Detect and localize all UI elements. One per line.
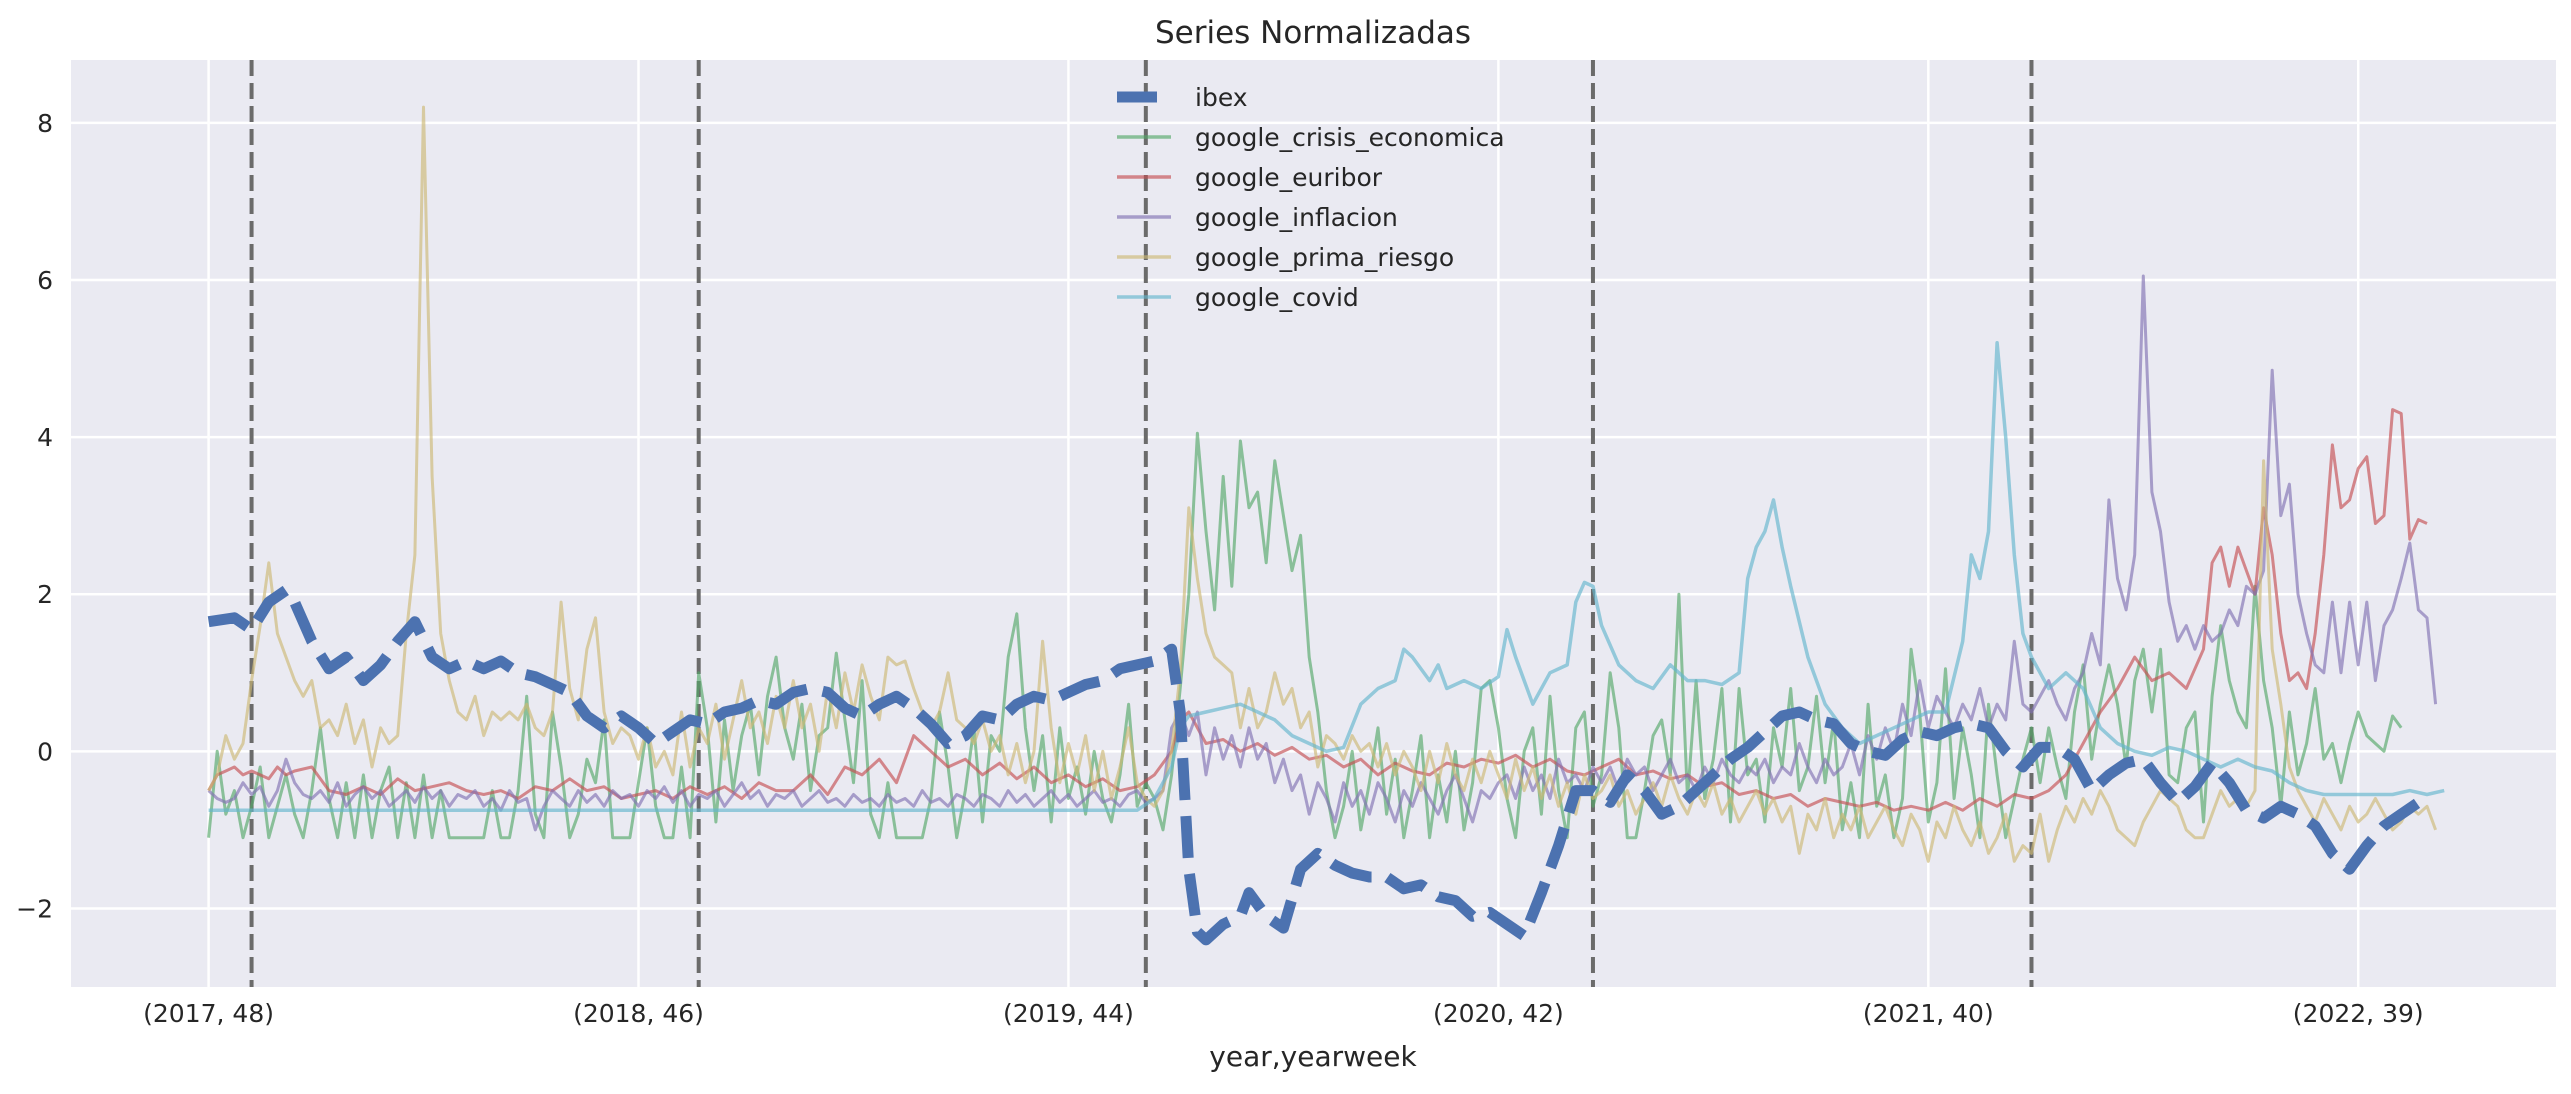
series-line-ibex xyxy=(207,584,2422,946)
x-tick-label: (2019, 44) xyxy=(1003,999,1134,1028)
legend-label: google_euribor xyxy=(1195,163,1383,192)
x-tick-label: (2017, 48) xyxy=(143,999,274,1028)
legend-label: ibex xyxy=(1195,83,1248,112)
series-lines xyxy=(207,105,2445,946)
tick-labels: −2 0 2 4 6 8 (2017, 48) (2018, 46) (2019, 44) (20… xyxy=(16,109,2424,1028)
legend-label: google_covid xyxy=(1195,283,1359,312)
vertical-markers xyxy=(249,60,2034,987)
legend: ibex google_crisis_economica google_euribo… xyxy=(1117,83,1505,312)
y-tick-label: 4 xyxy=(37,423,53,452)
legend-label: google_crisis_economica xyxy=(1195,123,1505,152)
series-line-google-inflacion xyxy=(207,274,2438,832)
x-tick-label: (2022, 39) xyxy=(2293,999,2424,1028)
legend-label: google_inflacion xyxy=(1195,203,1398,232)
x-tick-label: (2018, 46) xyxy=(573,999,704,1028)
series-line-google-euribor xyxy=(207,408,2428,812)
legend-label: google_prima_riesgo xyxy=(1195,243,1454,272)
plot-background xyxy=(71,60,2556,987)
chart-title: Series Normalizadas xyxy=(1155,15,1471,51)
series-line-google-covid xyxy=(208,341,2445,812)
y-tick-label: 6 xyxy=(37,266,53,295)
y-tick-label: −2 xyxy=(16,894,53,923)
y-tick-label: 0 xyxy=(37,737,53,766)
x-tick-label: (2020, 42) xyxy=(1433,999,1564,1028)
grid-lines xyxy=(71,60,2556,987)
x-tick-label: (2021, 40) xyxy=(1863,999,1994,1028)
y-tick-label: 8 xyxy=(37,109,53,138)
y-tick-label: 2 xyxy=(37,580,53,609)
x-axis-label: year,yearweek xyxy=(1209,1040,1417,1073)
